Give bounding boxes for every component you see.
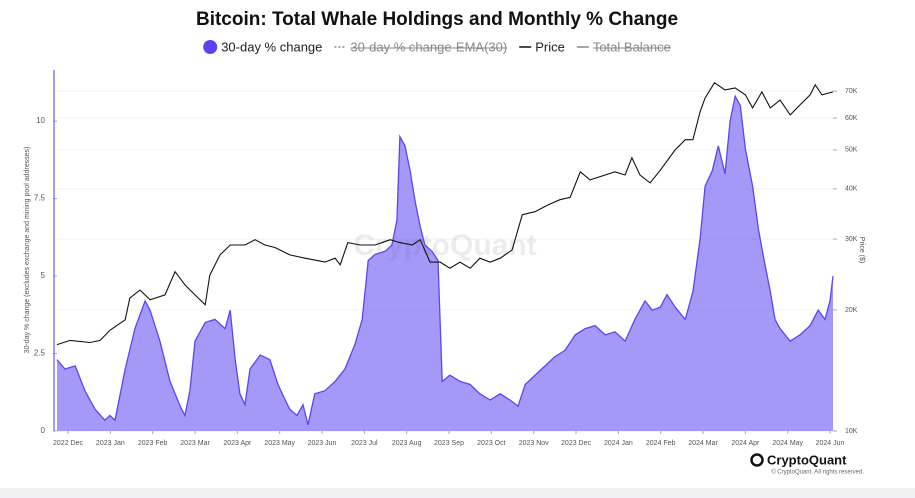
- brand-logo: CryptoQuant © CryptoQuant. All rights re…: [750, 452, 864, 476]
- logo-icon: [750, 453, 764, 467]
- legend-label: Price: [535, 39, 565, 54]
- x-tick-label: 2023 Jan: [96, 440, 125, 447]
- y-tick-label: 2.5: [34, 349, 46, 358]
- x-tick-label: 2023 Feb: [138, 440, 168, 447]
- line: [56, 82, 834, 346]
- x-tick-label: 2024 Jun: [816, 440, 845, 447]
- axes: 0 2.5 5 7.5 10 10K 20K 30K 40K 50K 60K 70K 2022 Dec 2…: [34, 70, 858, 447]
- legend-swatch: [203, 40, 218, 54]
- area-outline: [56, 94, 834, 425]
- y-axis-label: 30-day % change (excludes exchange and m…: [24, 147, 31, 354]
- x-tick-label: 2023 Oct: [477, 440, 505, 447]
- x-tick-label: 2023 Dec: [561, 440, 591, 447]
- x-tick-label: 2024 Mar: [688, 440, 718, 447]
- y2-tick-label: 10K: [845, 428, 858, 435]
- area: [57, 96, 833, 432]
- y2-axis-label: Price ($): [858, 237, 865, 263]
- y2-tick-label: 60K: [845, 115, 858, 122]
- legend-item: Price: [519, 39, 565, 54]
- x-tick-label: 2024 Feb: [646, 440, 676, 447]
- y2-tick-label: 20K: [845, 307, 858, 314]
- x-tick-label: 2024 Apr: [731, 440, 760, 447]
- legend-item: 30-day % change-EMA(30): [334, 39, 507, 54]
- x-tick-label: 2023 May: [264, 440, 295, 447]
- y-tick-label: 7.5: [34, 194, 46, 203]
- legend-item: 30-day % change: [203, 39, 322, 54]
- legend: 30-day % change 30-day % change-EMA(30) Pr…: [203, 39, 671, 54]
- y-tick-label: 10: [36, 116, 45, 125]
- x-tick-label: 2023 Jul: [351, 440, 378, 447]
- x-tick-label: 2024 May: [772, 440, 803, 447]
- legend-item: Total Balance: [576, 39, 671, 54]
- x-tick-label: 2024 Jan: [604, 440, 633, 447]
- legend-label: Total Balance: [593, 39, 671, 54]
- x-tick-label: 2023 Apr: [223, 440, 252, 447]
- chart-title: Bitcoin: Total Whale Holdings and Monthl…: [196, 9, 678, 30]
- y-tick-label: 0: [41, 426, 46, 435]
- x-tick-label: 2023 Nov: [519, 440, 549, 447]
- legend-label: 30-day % change: [221, 39, 322, 54]
- brand-name: CryptoQuant: [767, 452, 847, 467]
- footer-band: [0, 488, 915, 498]
- x-tick-label: 2023 Sep: [434, 440, 464, 447]
- y2-tick-label: 50K: [845, 147, 858, 154]
- y2-tick-label: 30K: [845, 236, 858, 243]
- y2-tick-label: 70K: [845, 88, 858, 95]
- x-tick-label: 2023 Jun: [308, 440, 337, 447]
- x-tick-label: 2023 Aug: [392, 440, 422, 447]
- x-tick-label: 2023 Mar: [180, 440, 210, 447]
- y2-tick-label: 40K: [845, 186, 858, 193]
- x-tick-label: 2022 Dec: [53, 440, 83, 447]
- plot: [56, 82, 834, 432]
- copyright: © CryptoQuant. All rights reserved.: [771, 469, 864, 476]
- y-tick-label: 5: [41, 271, 46, 280]
- legend-label: 30-day % change-EMA(30): [350, 39, 507, 54]
